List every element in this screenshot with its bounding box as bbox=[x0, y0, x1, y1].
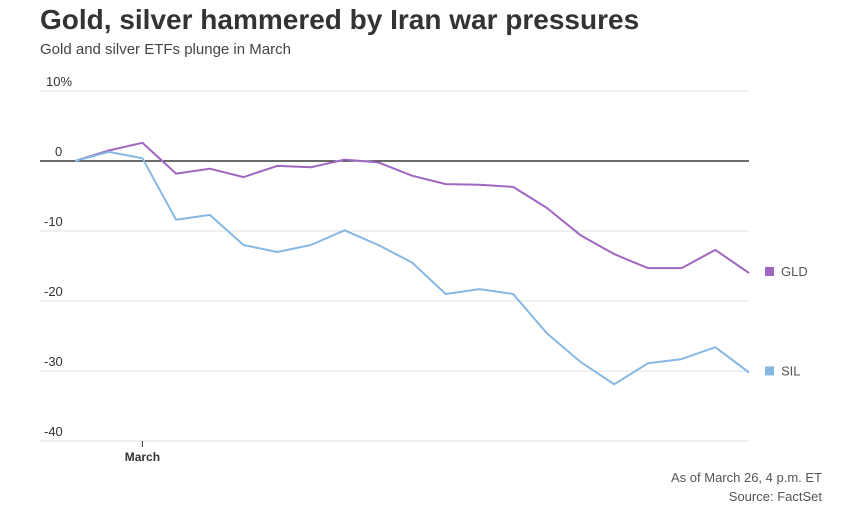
series-line-gld bbox=[74, 141, 750, 274]
y-tick-label: -20 bbox=[44, 284, 63, 299]
y-tick-label: 10% bbox=[46, 74, 72, 89]
y-tick-label: -30 bbox=[44, 354, 63, 369]
y-tick-label: -10 bbox=[44, 214, 63, 229]
legend-label-gld: GLD bbox=[781, 264, 808, 279]
legend-swatch-gld bbox=[765, 267, 774, 276]
as-of-note: As of March 26, 4 p.m. ET bbox=[671, 470, 822, 485]
y-tick-label: 0 bbox=[55, 144, 62, 159]
chart-subtitle: Gold and silver ETFs plunge in March bbox=[40, 41, 291, 58]
legend-swatch-sil bbox=[765, 366, 774, 376]
y-tick-label: -40 bbox=[44, 424, 63, 439]
series-line-sil bbox=[74, 150, 750, 386]
legend-label-sil: SIL bbox=[781, 363, 801, 378]
chart-title: Gold, silver hammered by Iran war pressu… bbox=[40, 4, 640, 35]
source-note: Source: FactSet bbox=[728, 489, 822, 504]
x-tick-label: March bbox=[125, 450, 160, 464]
